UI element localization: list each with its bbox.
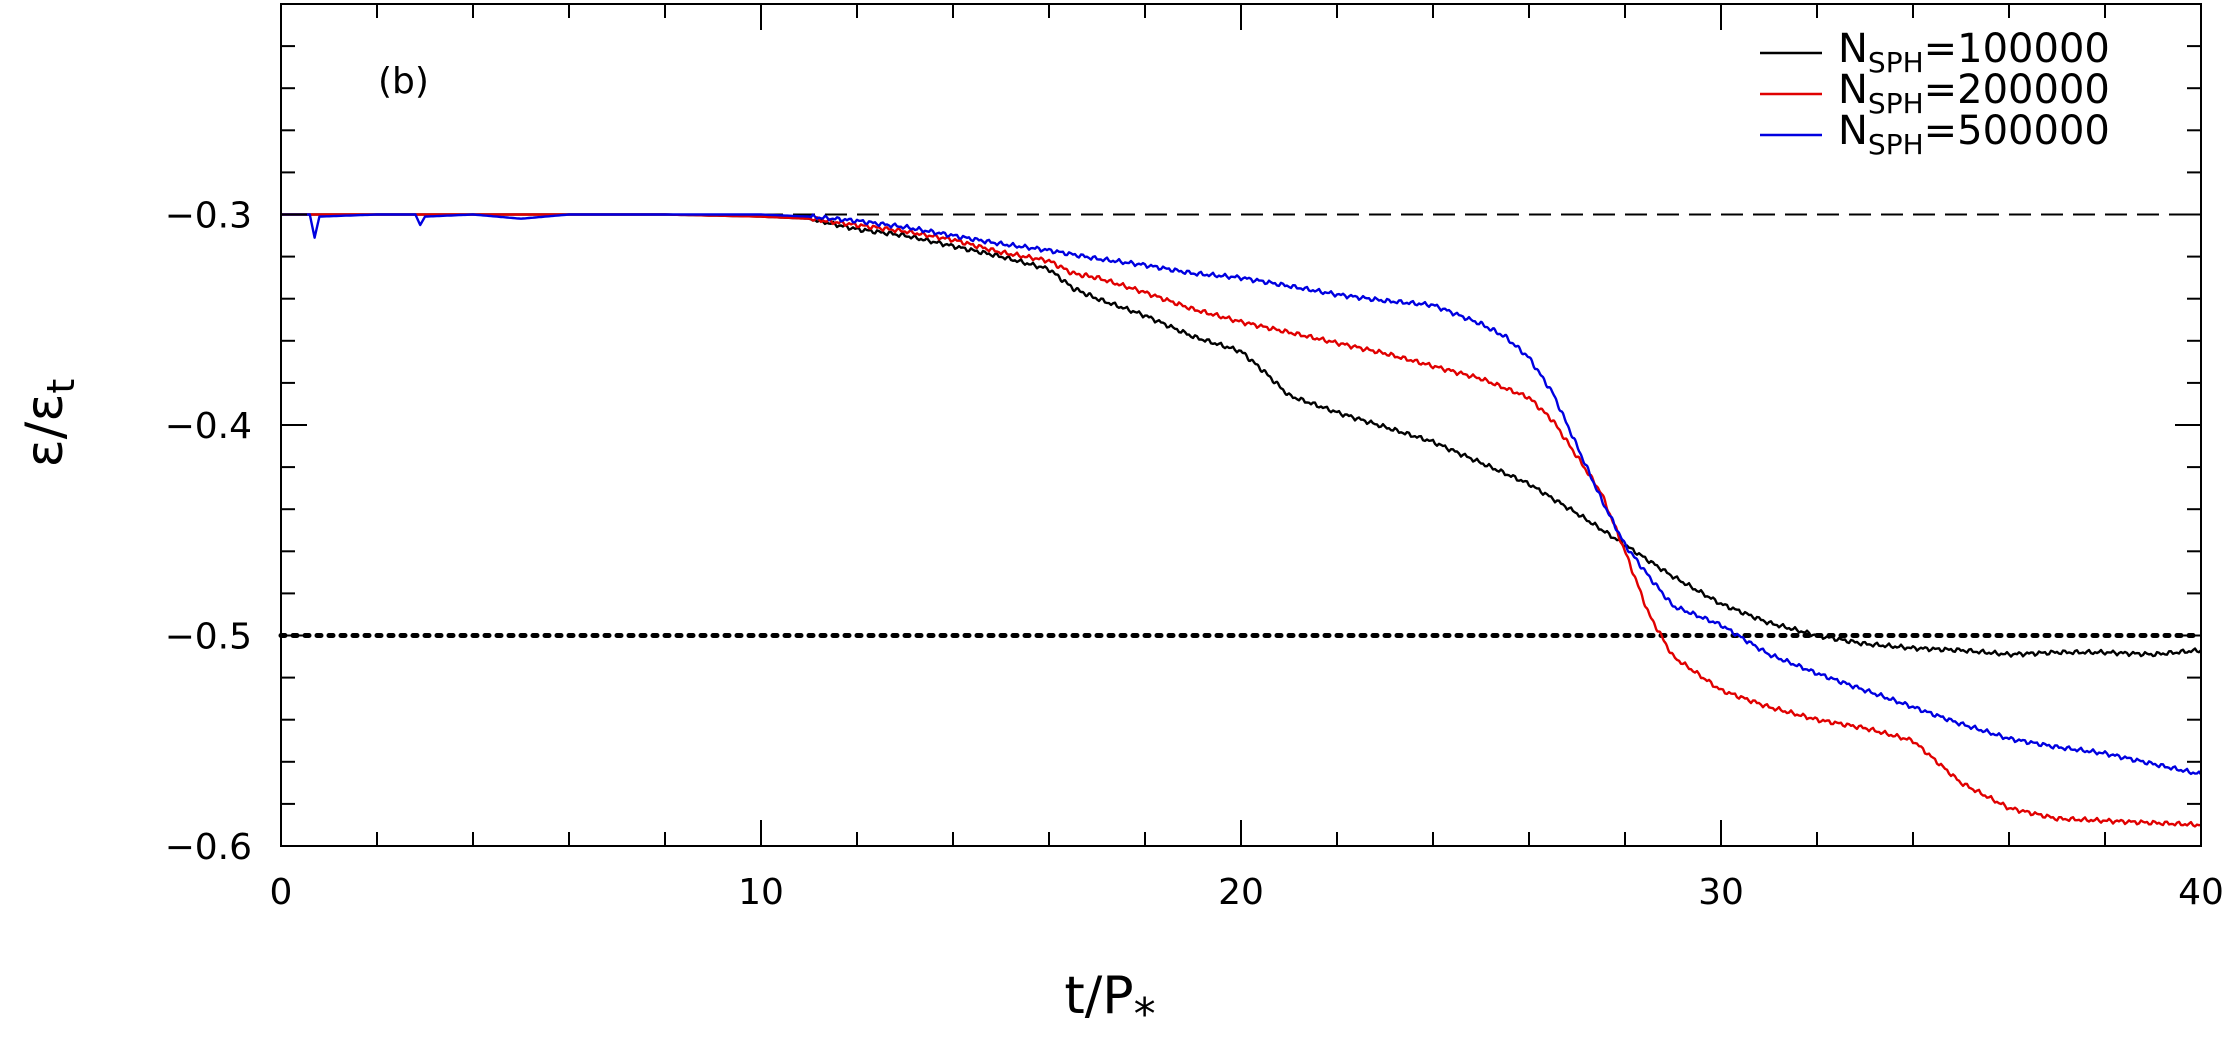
y-axis-label: ε/εt <box>15 379 83 468</box>
series-line-2 <box>281 213 2202 828</box>
legend-entry-1: NSPH=100000 <box>1838 26 2110 79</box>
x-tick-label: 40 <box>2178 872 2224 913</box>
y-tick-label: −0.6 <box>165 827 252 868</box>
x-tick-label: 30 <box>1698 872 1744 913</box>
y-tick-label: −0.5 <box>165 617 252 658</box>
plot-frame <box>280 3 2202 847</box>
panel-label: (b) <box>378 61 429 102</box>
x-tick-label: 20 <box>1218 872 1264 913</box>
x-tick-label: 10 <box>738 872 784 913</box>
series-line-3 <box>281 213 2202 776</box>
series-line-1 <box>281 213 2202 658</box>
x-tick-label: 0 <box>270 872 293 913</box>
y-tick-label: −0.4 <box>165 406 252 447</box>
tick-labels: 0 10 20 30 40 −0.3 −0.4 −0.5 −0.6 <box>165 196 2224 914</box>
legend-entry-2: NSPH=200000 <box>1838 67 2110 120</box>
x-axis-label: t/P* <box>1064 966 1155 1038</box>
y-tick-label: −0.3 <box>165 196 252 237</box>
legend-entry-3: NSPH=500000 <box>1838 108 2110 161</box>
series-layer <box>281 213 2202 828</box>
